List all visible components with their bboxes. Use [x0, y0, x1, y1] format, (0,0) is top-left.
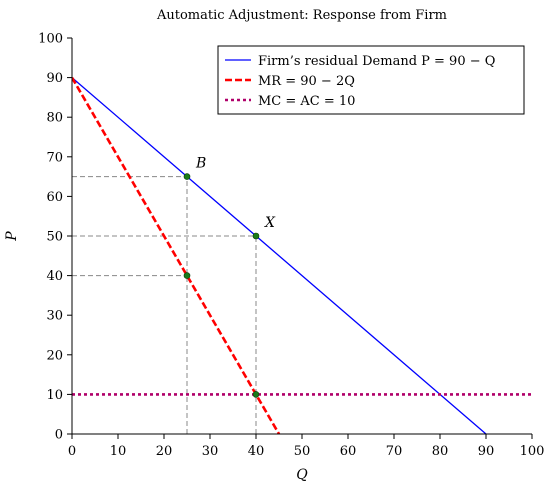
legend-label-1: MR = 90 − 2Q	[258, 74, 355, 89]
series-lines	[72, 76, 532, 434]
x-tick-label-30: 30	[202, 444, 219, 459]
point-label-B: B	[195, 156, 206, 172]
x-tick-label-60: 60	[340, 444, 357, 459]
x-tick-label-0: 0	[68, 444, 76, 459]
x-tick-label-100: 100	[520, 444, 545, 459]
y-tick-label-70: 70	[46, 150, 63, 165]
y-axis-label: P	[4, 231, 20, 242]
y-tick-label-20: 20	[46, 348, 63, 363]
x-tick-label-80: 80	[432, 444, 449, 459]
data-points: BX	[183, 156, 276, 398]
y-tick-label-30: 30	[46, 309, 63, 324]
series-line-1	[72, 76, 281, 434]
point-unlabeled-3	[252, 391, 260, 398]
x-tick-label-10: 10	[110, 444, 127, 459]
y-tick-label-80: 80	[46, 111, 63, 126]
legend-label-2: MC = AC = 10	[258, 94, 355, 109]
x-tick-label-90: 90	[478, 444, 495, 459]
y-tick-label-50: 50	[46, 230, 63, 245]
legend: Firm’s residual Demand P = 90 − Q MR = 90…	[217, 45, 525, 115]
y-tick-label-60: 60	[46, 190, 63, 205]
legend-box	[217, 45, 525, 115]
legend-label-0: Firm’s residual Demand P = 90 − Q	[258, 54, 495, 69]
x-tick-label-40: 40	[248, 444, 265, 459]
x-tick-label-70: 70	[386, 444, 403, 459]
y-tick-label-100: 100	[38, 32, 63, 47]
x-tick-label-20: 20	[156, 444, 173, 459]
point-label-X: X	[264, 215, 276, 231]
point-unlabeled-2	[183, 272, 191, 279]
y-tick-label-40: 40	[46, 269, 63, 284]
x-axis-label: Q	[296, 467, 308, 483]
series-line-0	[72, 77, 487, 434]
chart-title: Automatic Adjustment: Response from Firm	[156, 8, 447, 23]
axes: 0 10 20 30 40 50 60 70 80 90 100 0 10 20 30 40 50 60 70 80 9…	[38, 32, 544, 460]
point-X	[252, 232, 260, 240]
y-tick-label-90: 90	[46, 71, 63, 86]
y-tick-label-10: 10	[46, 388, 63, 403]
point-B	[183, 173, 191, 180]
x-tick-label-50: 50	[294, 444, 311, 459]
y-tick-label-0: 0	[55, 428, 63, 443]
